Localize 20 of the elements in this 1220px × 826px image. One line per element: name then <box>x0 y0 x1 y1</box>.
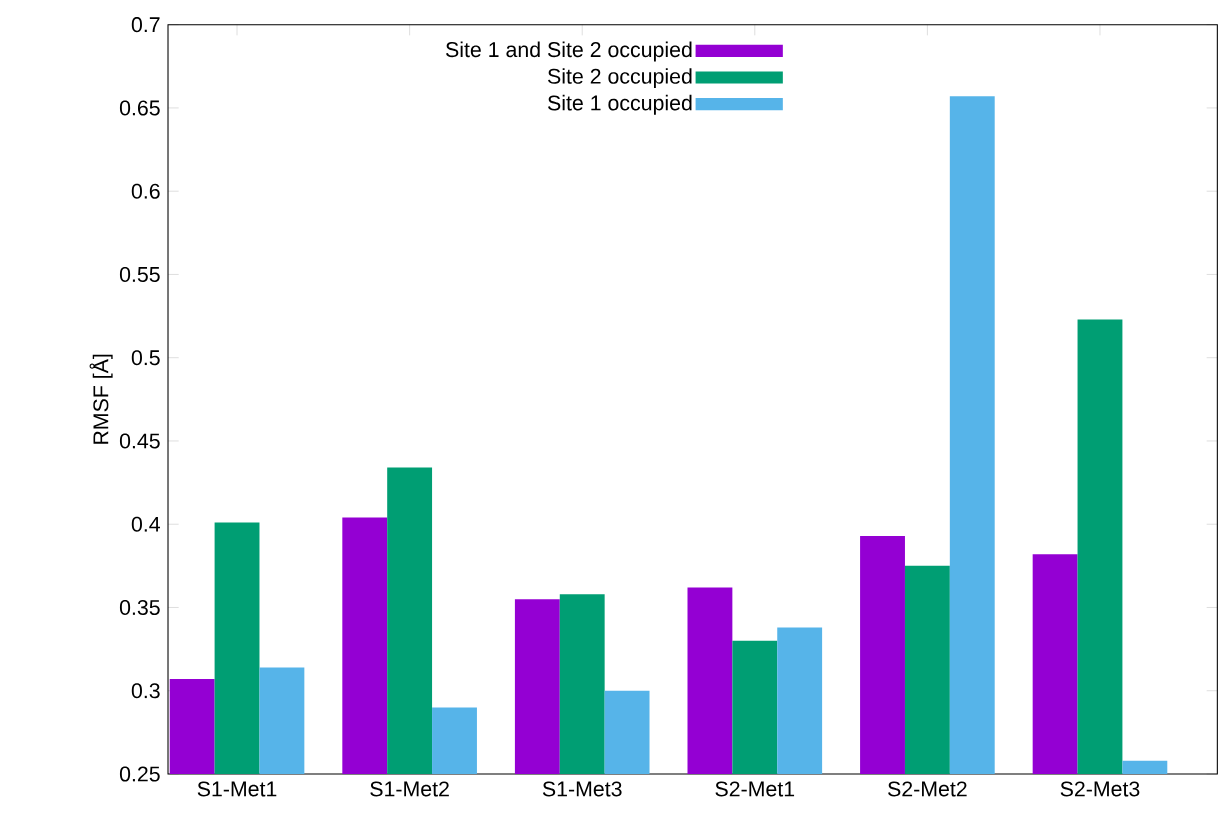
y-tick-label: 0.55 <box>119 266 160 282</box>
y-tick-label: 0.4 <box>131 516 160 532</box>
x-tick-label: S2-Met2 <box>888 781 967 797</box>
y-tick-label: 0.35 <box>119 599 160 616</box>
x-tick-label: S1-Met2 <box>370 781 449 797</box>
y-tick-label: 0.65 <box>119 100 160 116</box>
y-tick-label: 0.25 <box>119 766 160 782</box>
legend-label: Site 1 and Site 2 occupied <box>446 41 692 62</box>
y-axis-title: RMSF [Å] <box>89 354 113 444</box>
y-tick-label: 0.7 <box>131 17 160 33</box>
x-tick-label: S1-Met3 <box>542 781 622 797</box>
y-tick-label: 0.3 <box>131 683 160 699</box>
legend-label: Site 1 occupied <box>548 94 692 115</box>
x-tick-label: S2-Met1 <box>715 781 795 797</box>
x-tick-label: S2-Met3 <box>1060 781 1140 797</box>
y-tick-label: 0.6 <box>131 183 160 199</box>
x-tick-label: S1-Met1 <box>197 781 277 797</box>
y-tick-label: 0.45 <box>119 433 160 449</box>
legend-label: Site 2 occupied <box>548 68 692 89</box>
y-tick-label: 0.5 <box>131 350 160 366</box>
